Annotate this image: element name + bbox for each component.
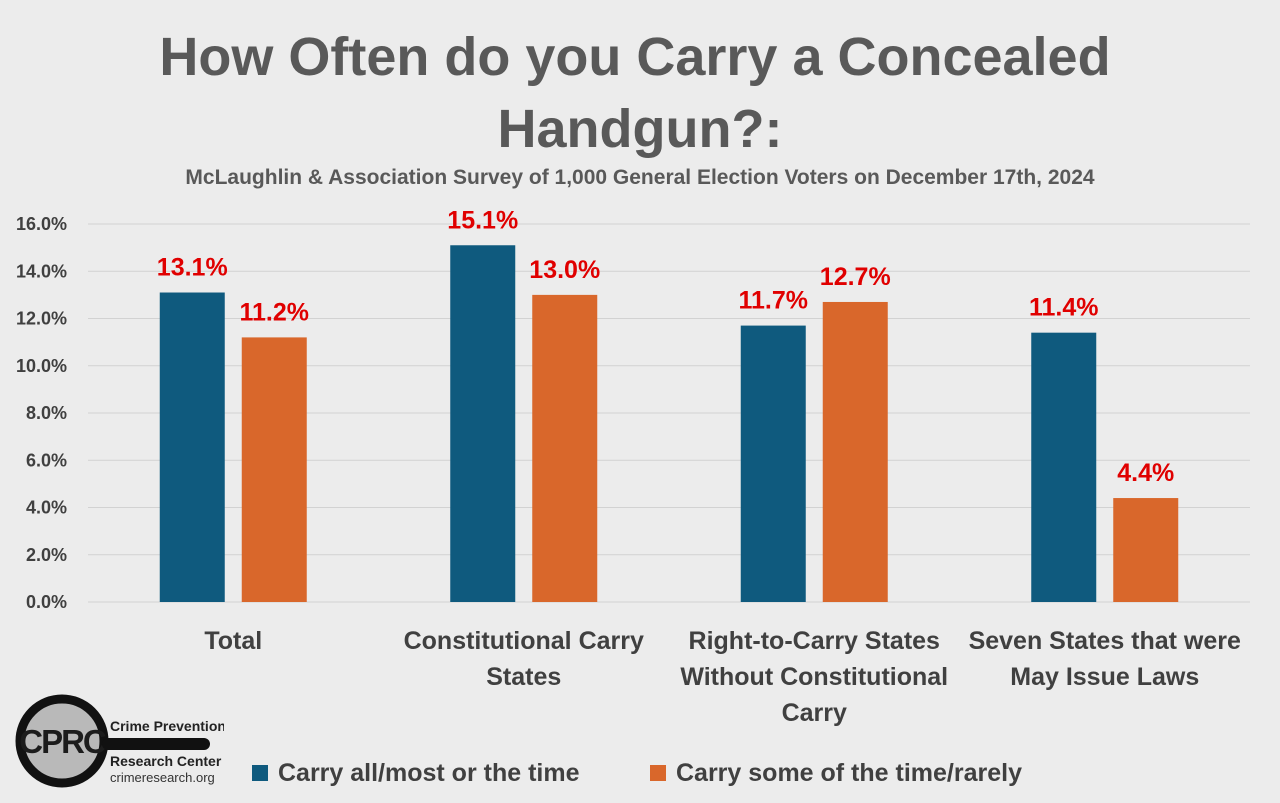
bar-series-1 [1031,332,1097,602]
bar-series-2 [532,294,598,602]
bar-series-2 [1113,498,1179,602]
logo-line-1: Crime Prevention [110,718,224,734]
x-category-label: Constitutional Carry States [404,627,644,691]
bars [159,245,1179,602]
legend-label-series-1: Carry all/most or the time [278,758,580,787]
y-axis: 0.0% 2.0% 4.0% 6.0% 8.0% 10.0% 12.0% 14.0% 16.0% [16,214,67,612]
chart-title-line-1: How Often do you Carry a Concealed [159,27,1111,87]
data-label: 11.7% [738,287,808,315]
chart-title-line-2: Handgun?: [497,99,783,159]
legend-swatch-series-2 [650,765,666,781]
x-category-label: Seven States that were May Issue Laws [969,627,1241,691]
data-label: 13.0% [529,256,600,284]
data-label: 4.4% [1117,459,1174,487]
y-tick-label: 14.0% [16,261,67,281]
data-label: 11.2% [239,298,309,326]
y-tick-label: 2.0% [26,545,67,565]
bar-series-1 [450,245,516,602]
logo-url: crimeresearch.org [110,770,215,785]
legend-item-series-1: Carry all/most or the time [252,755,579,791]
logo-initials: CPRC [19,723,106,760]
y-tick-label: 10.0% [16,356,67,376]
data-label: 13.1% [157,254,228,282]
magnifier-handle-icon [102,738,210,750]
bar-series-2 [241,337,307,602]
legend-item-series-2: Carry some of the time/rarely [650,755,1022,791]
x-category-label: Right-to-Carry States Without Constitutio… [680,627,948,727]
y-tick-label: 0.0% [26,592,67,612]
y-tick-label: 16.0% [16,214,67,234]
y-tick-label: 12.0% [16,309,67,329]
bar-series-2 [822,301,888,602]
data-label: 12.7% [820,263,891,291]
data-label: 15.1% [447,206,518,234]
legend-swatch-series-1 [252,765,268,781]
y-tick-label: 8.0% [26,403,67,423]
data-labels: 13.1% 15.1% 11.7% 11.4% 11.2% 13.0% 12.7% 4.4% [157,206,1174,487]
x-category-label: Total [204,627,262,655]
legend-label-series-2: Carry some of the time/rarely [676,758,1022,787]
x-axis: Total Constitutional Carry States Right-to-… [204,627,1241,727]
y-tick-label: 6.0% [26,450,67,470]
bar-series-1 [740,325,806,602]
data-label: 11.4% [1029,294,1099,322]
bar-series-1 [159,292,225,602]
y-tick-label: 4.0% [26,498,67,518]
chart-subtitle: McLaughlin & Association Survey of 1,000… [185,166,1095,189]
cprc-logo: CPRC Crime Prevention Research Center cr… [15,694,224,788]
logo-line-2: Research Center [110,753,222,769]
